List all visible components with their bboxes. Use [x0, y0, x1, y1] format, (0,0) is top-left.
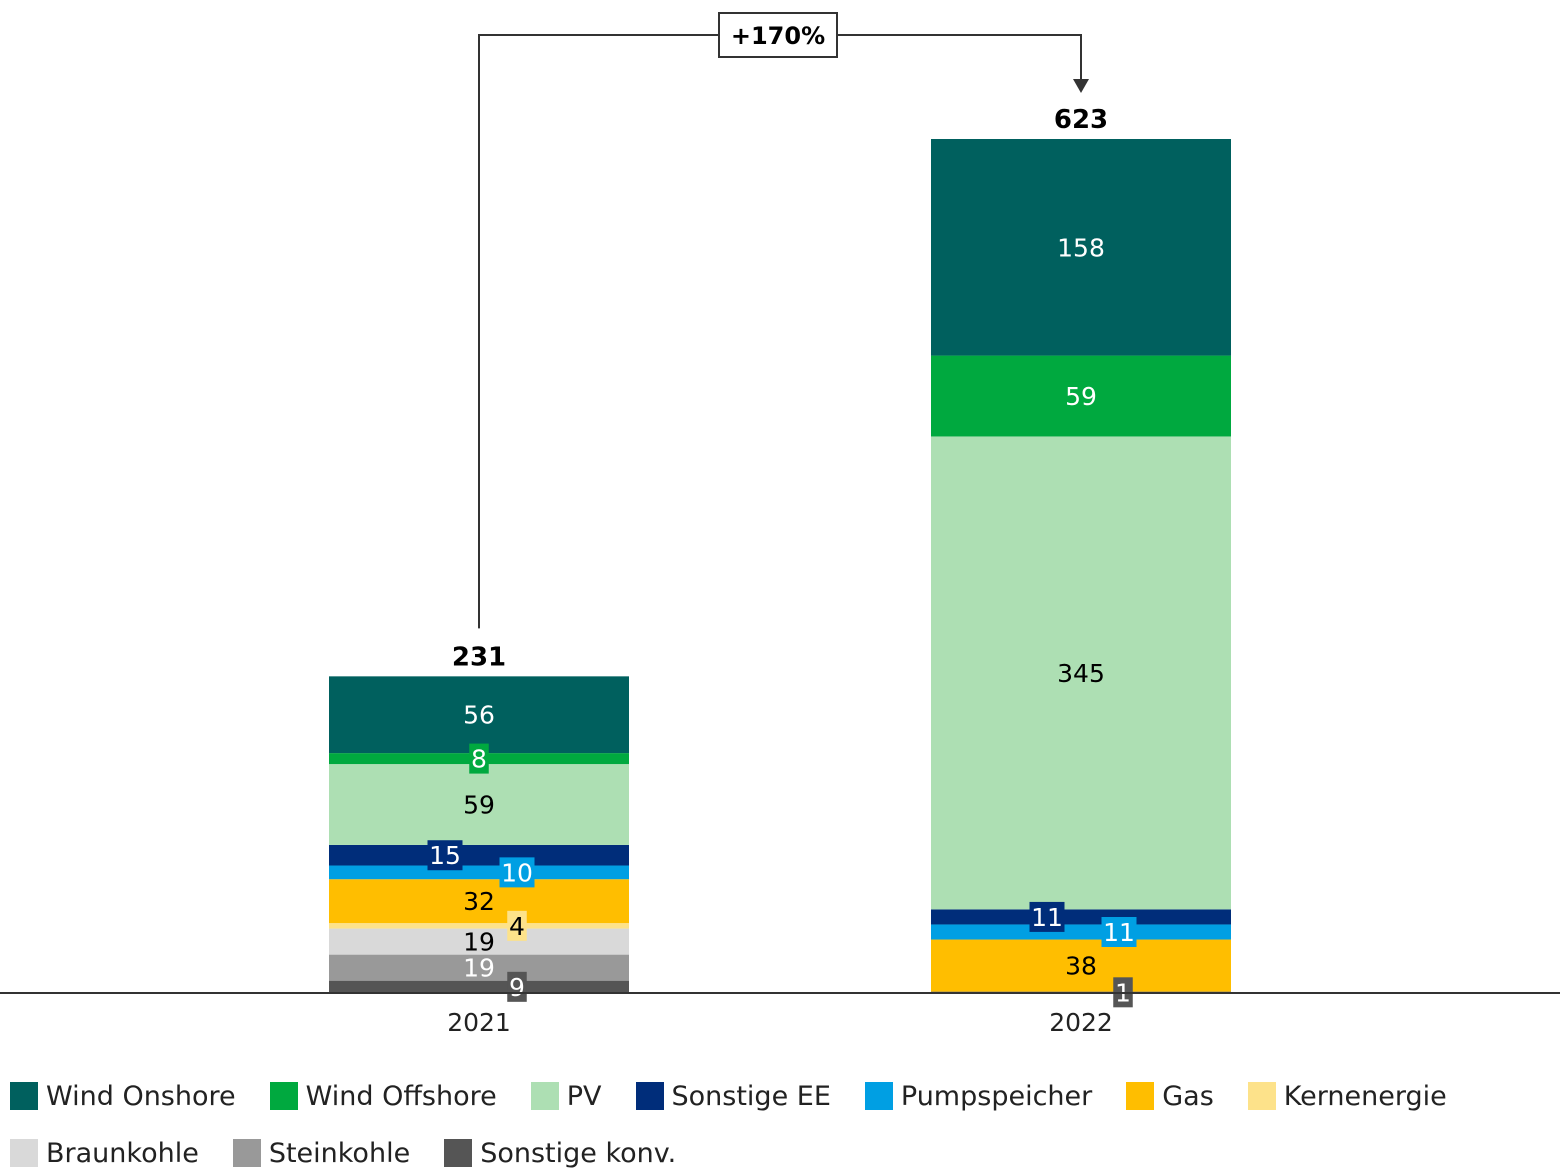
bar-segment-gas-2022	[931, 939, 1231, 992]
x-tick-label-2021: 2021	[447, 1008, 511, 1037]
legend-label-gas: Gas	[1162, 1080, 1214, 1112]
segment-label-sonstige-ee-2021: 15	[429, 841, 461, 870]
x-tick-labels-group: 2021 2022	[447, 1008, 1113, 1037]
segment-label-sonstige-ee-2022: 11	[1031, 903, 1063, 932]
segment-label-pumpspeicher-2021: 10	[501, 858, 533, 887]
legend-label-pv: PV	[566, 1080, 602, 1112]
bar-segment-wind-onshore-2021	[329, 676, 629, 754]
segment-label-wind-offshore-2021: 8	[471, 745, 487, 774]
growth-label: +170%	[731, 22, 825, 50]
legend-label-pumpspeicher: Pumpspeicher	[900, 1080, 1093, 1112]
bar-segment-pv-2021	[329, 764, 629, 845]
legend-item-pv: PV	[530, 1080, 602, 1112]
segment-label-steinkohle-2021: 19	[463, 954, 495, 983]
legend-label-sonstige-ee: Sonstige EE	[671, 1080, 831, 1112]
legend-swatch-wind-offshore	[269, 1082, 298, 1110]
bar-segment-sonstige-ee-2021	[329, 844, 629, 866]
legend-swatch-braunkohle	[10, 1139, 38, 1167]
legend-item-wind-onshore: Wind Onshore	[10, 1080, 236, 1112]
legend-swatch-wind-onshore	[10, 1082, 38, 1110]
label-box-pumpspeicher-2022	[1101, 917, 1137, 947]
legend-item-gas: Gas	[1126, 1080, 1214, 1112]
bar-segment-gas-2021	[329, 879, 629, 924]
label-box-sonstige-ee-2021	[427, 840, 463, 871]
legend-swatch-sonstige-ee	[635, 1082, 664, 1110]
legend: Wind Onshore Wind Offshore PV Sonstige EE Pu…	[10, 1080, 1550, 1169]
legend-swatch-steinkohle	[232, 1139, 261, 1167]
label-box-wind-offshore-2021	[469, 743, 489, 774]
segment-label-pv-2022: 345	[1057, 659, 1105, 688]
legend-item-steinkohle: Steinkohle	[232, 1137, 411, 1169]
legend-label-wind-onshore: Wind Onshore	[46, 1080, 236, 1112]
legend-swatch-pv	[530, 1082, 559, 1110]
label-box-pumpspeicher-2021	[499, 857, 535, 888]
growth-label-box	[718, 12, 838, 58]
legend-label-kernenergie: Kernenergie	[1283, 1080, 1447, 1112]
bars-group	[329, 139, 1231, 993]
legend-label-steinkohle: Steinkohle	[268, 1137, 411, 1169]
growth-annotation: +170%	[478, 12, 1089, 629]
legend-swatch-sonstige-konv-	[444, 1139, 473, 1167]
segment-label-braunkohle-2021: 19	[463, 928, 495, 957]
bar-segment-wind-onshore-2022	[931, 139, 1231, 356]
label-box-sonstige-konv--2021	[507, 971, 527, 1002]
legend-swatch-gas	[1126, 1082, 1155, 1110]
total-labels-group: 231 623	[452, 105, 1108, 672]
segment-label-sonstige-konv--2021: 9	[509, 973, 525, 1002]
segment-label-wind-onshore-2022: 158	[1057, 233, 1105, 262]
bar-segment-pumpspeicher-2022	[931, 924, 1231, 940]
legend-item-pumpspeicher: Pumpspeicher	[864, 1080, 1093, 1112]
bar-segment-sonstige-konv--2021	[329, 980, 629, 993]
legend-item-wind-offshore: Wind Offshore	[269, 1080, 497, 1112]
bar-segment-pv-2022	[931, 436, 1231, 910]
legend-item-braunkohle: Braunkohle	[10, 1137, 199, 1169]
total-label-2021: 231	[452, 642, 506, 672]
bar-segment-steinkohle-2021	[329, 954, 629, 981]
legend-item-kernenergie: Kernenergie	[1247, 1080, 1447, 1112]
segment-label-wind-onshore-2021: 56	[463, 701, 495, 730]
label-box-sonstige-ee-2022	[1029, 901, 1065, 932]
legend-label-braunkohle: Braunkohle	[46, 1137, 199, 1169]
growth-arrowhead	[1073, 79, 1089, 93]
segment-label-pumpspeicher-2022: 11	[1103, 918, 1135, 947]
segment-label-kernenergie-2021: 4	[509, 912, 525, 941]
segment-label-gas-2021: 32	[463, 887, 495, 916]
legend-label-sonstige-konv-: Sonstige konv.	[480, 1137, 677, 1169]
legend-item-sonstige-ee: Sonstige EE	[635, 1080, 831, 1112]
legend-label-wind-offshore: Wind Offshore	[305, 1080, 497, 1112]
segment-label-pv-2021: 59	[463, 791, 495, 820]
legend-swatch-pumpspeicher	[864, 1082, 893, 1110]
label-box-kernenergie-2021	[507, 910, 527, 941]
segment-label-gas-2022: 38	[1065, 952, 1097, 981]
segment-label-wind-offshore-2022: 59	[1065, 382, 1097, 411]
legend-item-sonstige-konv-: Sonstige konv.	[444, 1137, 676, 1169]
bar-segment-kernenergie-2021	[329, 923, 629, 929]
label-box-wind-offshore-2022	[1063, 381, 1099, 412]
x-tick-label-2022: 2022	[1049, 1008, 1113, 1037]
bar-segment-braunkohle-2021	[329, 928, 629, 955]
bar-segment-pumpspeicher-2021	[329, 865, 629, 880]
total-label-2022: 623	[1054, 105, 1108, 135]
bar-segment-sonstige-ee-2022	[931, 909, 1231, 925]
legend-swatch-kernenergie	[1247, 1082, 1276, 1110]
